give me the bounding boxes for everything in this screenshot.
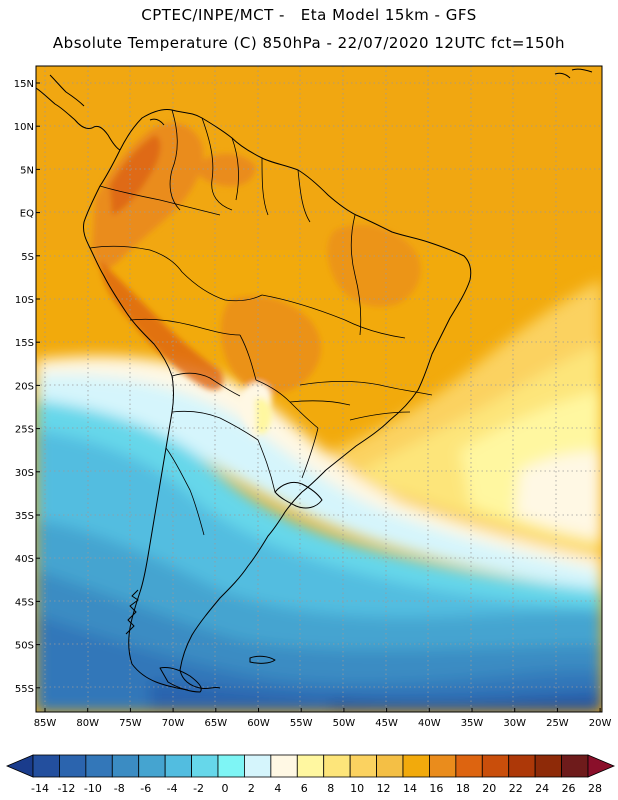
longitude-label: 45W [375, 718, 398, 729]
colorbar-bin [508, 754, 536, 778]
colorbar-label: 10 [350, 782, 364, 795]
longitude-label: 30W [503, 718, 526, 729]
colorbar-bin [85, 754, 113, 778]
latitude-label: 25S [15, 425, 34, 436]
colorbar-arrow-low [5, 754, 34, 778]
longitude-label: 70W [162, 718, 185, 729]
country-borders [89, 109, 433, 536]
colorbar-label: -8 [114, 782, 125, 795]
colorbar-bin [32, 754, 60, 778]
colorbar-bin [59, 754, 87, 778]
latitude-label: EQ [20, 209, 34, 220]
colorbar-bin [217, 754, 245, 778]
colorbar-bin [191, 754, 219, 778]
colorbar-label: 12 [377, 782, 391, 795]
longitude-label: 65W [204, 718, 227, 729]
longitude-label: 50W [333, 718, 356, 729]
longitude-label: 60W [247, 718, 270, 729]
longitude-label: 35W [461, 718, 484, 729]
colorbar-label: -6 [140, 782, 151, 795]
colorbar-arrow-high [587, 754, 616, 778]
longitude-labels: 85W 80W 75W 70W 65W 60W 55W 50W 45W 40W 35W 30W 25W 2… [34, 708, 612, 729]
longitude-label: 25W [546, 718, 569, 729]
colorbar-label: -10 [84, 782, 102, 795]
colorbar-bin [270, 754, 298, 778]
colorbar-bin [111, 754, 140, 778]
map-title-line1: CPTEC/INPE/MCT - Eta Model 15km - GFS [141, 6, 477, 24]
colorbar-label: 28 [588, 782, 602, 795]
colorbar-bin [323, 754, 351, 778]
temperature-field [36, 66, 602, 712]
colorbar-bin [244, 754, 272, 778]
colorbar-label: 4 [274, 782, 281, 795]
latitude-label: 35S [15, 511, 34, 522]
colorbar-bin [402, 754, 430, 778]
colorbar-bin [138, 754, 166, 778]
colorbar: -14 -12 -10 -8 -6 -4 -2 0 2 4 6 8 10 12 14 16 18 20 22 24 26… [5, 754, 616, 795]
colorbar-bin [534, 754, 562, 778]
latitude-label: 10N [14, 122, 34, 133]
colorbar-label: 20 [482, 782, 496, 795]
latitude-label: 20S [15, 381, 34, 392]
colorbar-label: 26 [562, 782, 576, 795]
colorbar-label: 22 [509, 782, 523, 795]
colorbar-bin [455, 754, 483, 778]
colorbar-bin [561, 754, 589, 778]
colorbar-label: -14 [31, 782, 49, 795]
colorbar-label: 16 [429, 782, 443, 795]
colorbar-bin [296, 754, 325, 778]
colorbar-label: 6 [301, 782, 308, 795]
latitude-label: 55S [15, 684, 34, 695]
map-frame [35, 65, 603, 713]
latitude-label: 50S [15, 641, 34, 652]
colorbar-label: -12 [57, 782, 75, 795]
longitude-label: 75W [119, 718, 142, 729]
colorbar-bin [164, 754, 192, 778]
map-title-line2: Absolute Temperature (C) 850hPa - 22/07/… [52, 34, 566, 52]
longitude-label: 20W [589, 718, 612, 729]
latitude-label: 5S [21, 252, 34, 263]
latitude-label: 15S [15, 338, 34, 349]
longitude-label: 55W [290, 718, 313, 729]
latitude-label: 15N [14, 79, 34, 90]
latitude-label: 10S [15, 295, 34, 306]
colorbar-label: 0 [222, 782, 229, 795]
coastlines [36, 68, 593, 693]
longitude-label: 85W [34, 718, 57, 729]
colorbar-label: 18 [456, 782, 470, 795]
latitude-label: 30S [15, 468, 34, 479]
longitude-label: 40W [418, 718, 441, 729]
colorbar-bin [376, 754, 404, 778]
colorbar-bin [429, 754, 457, 778]
longitude-label: 80W [76, 718, 99, 729]
colorbar-bin [349, 754, 377, 778]
colorbar-label: 8 [327, 782, 334, 795]
colorbar-label: -2 [193, 782, 204, 795]
latitude-label: 40S [15, 554, 34, 565]
colorbar-bin [481, 754, 510, 778]
colorbar-label: 14 [403, 782, 417, 795]
colorbar-label: -4 [167, 782, 178, 795]
colorbar-label: 2 [248, 782, 255, 795]
latitude-labels: 15N 10N 5N EQ 5S 10S 15S 20S 25S 30S 35S 40S 45S 50S 5… [14, 79, 40, 695]
latitude-label: 45S [15, 597, 34, 608]
latitude-label: 5N [20, 165, 34, 176]
colorbar-label: 24 [535, 782, 549, 795]
